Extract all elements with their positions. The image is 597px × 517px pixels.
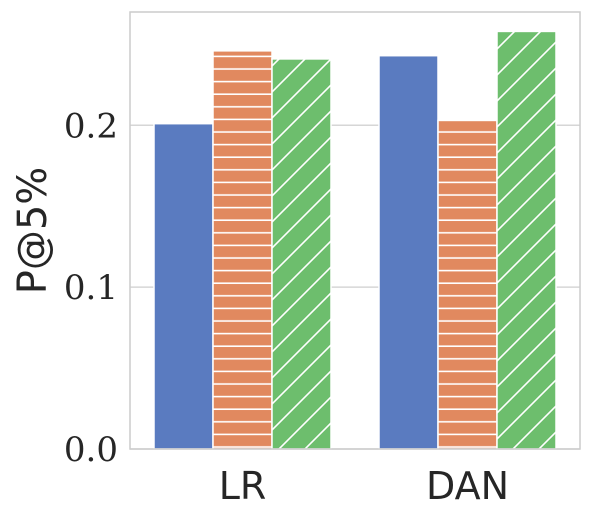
x-tick-label-dan: DAN — [426, 464, 509, 508]
bar-hatch-horizontal — [438, 120, 497, 450]
bar-lr-series-1 — [153, 122, 214, 450]
bar-hatch-diagonal — [272, 58, 331, 449]
bar-hatch-horizontal — [213, 50, 272, 449]
y-tick-label: 0.0 — [64, 430, 118, 470]
y-tick-label: 0.1 — [64, 268, 118, 308]
bar-hatch-diagonal — [497, 31, 556, 450]
bar-dan-series-1 — [378, 54, 439, 450]
x-tick-label-lr: LR — [219, 464, 267, 508]
y-tick-label: 0.2 — [64, 106, 118, 146]
y-tick-labels: 0.0 0.1 0.2 — [64, 106, 118, 470]
plot-frame — [129, 11, 581, 450]
bars — [153, 30, 557, 450]
y-axis-title: P@5% — [10, 167, 56, 295]
x-tick-labels: LR DAN — [219, 464, 509, 508]
